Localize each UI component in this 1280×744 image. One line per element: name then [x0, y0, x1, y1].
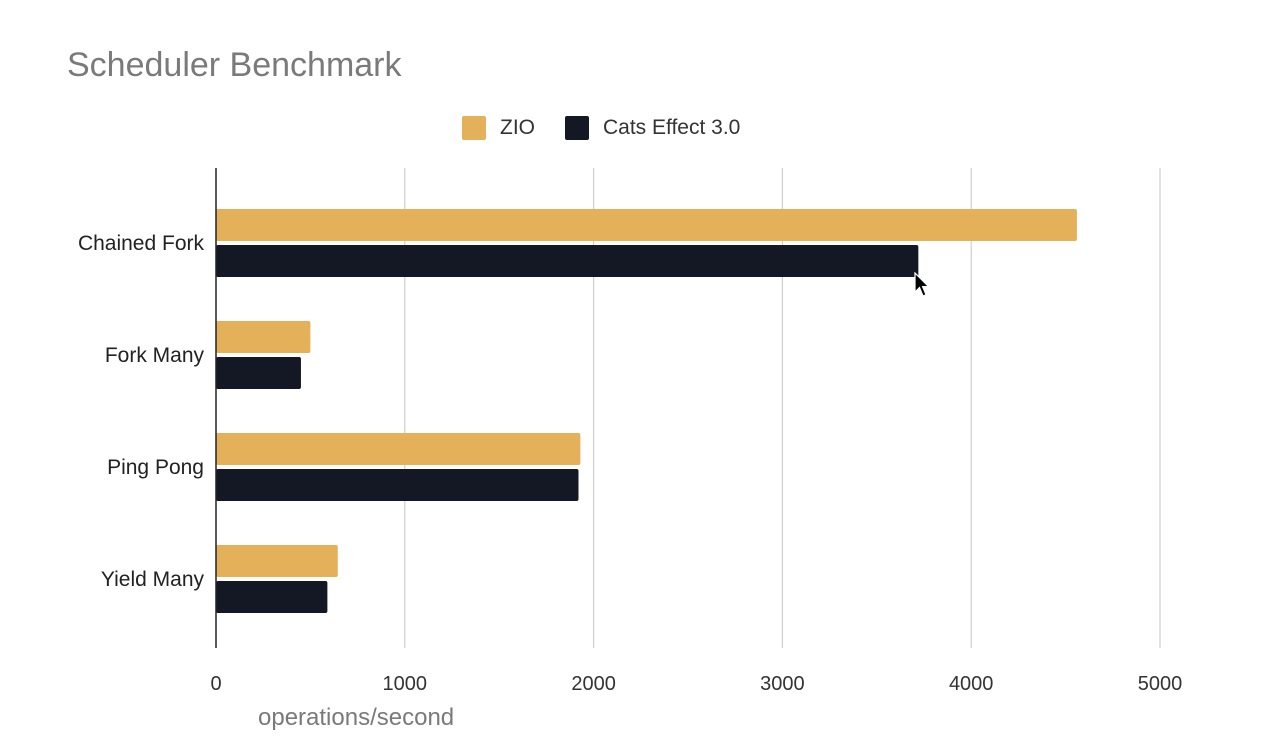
- legend-swatch-zio: [462, 116, 486, 140]
- x-tick-label: 4000: [949, 673, 994, 695]
- legend-label-zio: ZIO: [500, 116, 535, 139]
- x-tick-label: 1000: [383, 673, 428, 695]
- x-tick-label: 2000: [571, 673, 616, 695]
- bar-zio-yield-many: [216, 545, 338, 577]
- category-label: Fork Many: [105, 344, 205, 367]
- legend-item-cats-effect: Cats Effect 3.0: [565, 116, 740, 140]
- bar-cats-effect-ping-pong: [216, 469, 579, 501]
- bar-cats-effect-chained-fork: [216, 245, 919, 277]
- x-axis-title: operations/second: [258, 704, 455, 731]
- mouse-cursor-icon: [914, 272, 930, 297]
- bar-cats-effect-fork-many: [216, 357, 301, 389]
- category-label: Yield Many: [101, 568, 205, 591]
- category-label: Chained Fork: [78, 232, 205, 255]
- legend-item-zio: ZIO: [462, 116, 535, 140]
- category-label: Ping Pong: [107, 456, 204, 479]
- x-tick-label: 0: [210, 673, 221, 695]
- bar-zio-ping-pong: [216, 433, 581, 465]
- x-tick-label: 5000: [1138, 673, 1183, 695]
- chart-title: Scheduler Benchmark: [67, 46, 402, 84]
- bar-zio-chained-fork: [216, 209, 1077, 241]
- bar-cats-effect-yield-many: [216, 581, 328, 613]
- x-tick-label: 3000: [760, 673, 805, 695]
- legend-label-cats-effect: Cats Effect 3.0: [603, 116, 741, 139]
- bar-zio-fork-many: [216, 321, 311, 353]
- legend-swatch-cats-effect: [565, 116, 589, 140]
- legend: ZIO Cats Effect 3.0: [462, 116, 770, 140]
